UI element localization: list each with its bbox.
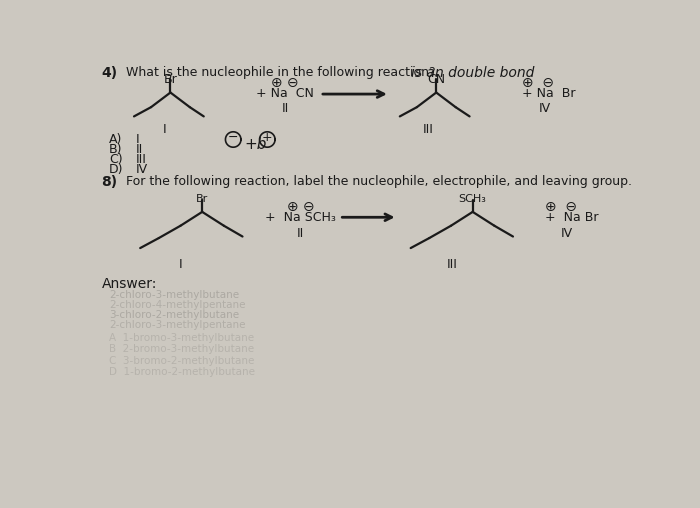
Text: IV: IV bbox=[539, 102, 551, 115]
Text: SCH₃: SCH₃ bbox=[458, 194, 486, 204]
Text: ⊕  ⊖: ⊕ ⊖ bbox=[522, 76, 554, 90]
Text: II: II bbox=[297, 227, 304, 239]
Text: What is the nucleophile in the following reaction?: What is the nucleophile in the following… bbox=[126, 66, 436, 79]
Text: is an double bond: is an double bond bbox=[412, 66, 535, 80]
Text: III: III bbox=[447, 258, 457, 271]
Text: I: I bbox=[178, 258, 182, 271]
Text: +: + bbox=[262, 131, 272, 144]
Text: I: I bbox=[163, 122, 167, 136]
Text: C): C) bbox=[109, 152, 122, 166]
Text: IV: IV bbox=[136, 163, 148, 176]
Text: −: − bbox=[228, 131, 239, 144]
Text: 2-chloro-4-methylpentane: 2-chloro-4-methylpentane bbox=[109, 300, 246, 310]
Text: IV: IV bbox=[561, 227, 573, 239]
Text: C  3-bromo-2-methylbutane: C 3-bromo-2-methylbutane bbox=[109, 356, 255, 366]
Text: I: I bbox=[136, 133, 139, 146]
Text: ⊕ ⊖: ⊕ ⊖ bbox=[287, 200, 314, 213]
Text: ⊕ ⊖: ⊕ ⊖ bbox=[272, 76, 299, 90]
Text: ⊕  ⊖: ⊕ ⊖ bbox=[545, 200, 577, 213]
Text: For the following reaction, label the nucleophile, electrophile, and leaving gro: For the following reaction, label the nu… bbox=[126, 175, 632, 188]
Text: D): D) bbox=[109, 163, 124, 176]
Text: Br: Br bbox=[164, 73, 177, 86]
Text: B): B) bbox=[109, 143, 122, 155]
Text: A  1-bromo-3-methylbutane: A 1-bromo-3-methylbutane bbox=[109, 333, 254, 343]
Text: 4): 4) bbox=[102, 66, 118, 80]
Text: B  2-bromo-3-methylbutane: B 2-bromo-3-methylbutane bbox=[109, 344, 254, 354]
Text: +  Na SCH₃: + Na SCH₃ bbox=[265, 211, 336, 224]
Text: Br: Br bbox=[196, 194, 209, 204]
Text: CN: CN bbox=[427, 73, 445, 86]
Text: +b: +b bbox=[244, 137, 267, 152]
Text: III: III bbox=[136, 152, 146, 166]
Text: + Na  CN: + Na CN bbox=[256, 87, 314, 100]
Text: II: II bbox=[281, 102, 288, 115]
Text: 2-chloro-3-methylbutane: 2-chloro-3-methylbutane bbox=[109, 291, 239, 300]
Text: 8): 8) bbox=[102, 175, 118, 189]
Text: Answer:: Answer: bbox=[102, 276, 157, 291]
Text: 3-chloro-2-methylbutane: 3-chloro-2-methylbutane bbox=[109, 310, 239, 321]
Text: D  1-bromo-2-methylbutane: D 1-bromo-2-methylbutane bbox=[109, 367, 256, 377]
Text: + Na  Br: + Na Br bbox=[522, 87, 575, 100]
Text: +  Na Br: + Na Br bbox=[545, 211, 598, 224]
Text: A): A) bbox=[109, 133, 122, 146]
Text: III: III bbox=[423, 122, 434, 136]
Text: 2-chloro-3-methylpentane: 2-chloro-3-methylpentane bbox=[109, 321, 246, 330]
Text: II: II bbox=[136, 143, 143, 155]
